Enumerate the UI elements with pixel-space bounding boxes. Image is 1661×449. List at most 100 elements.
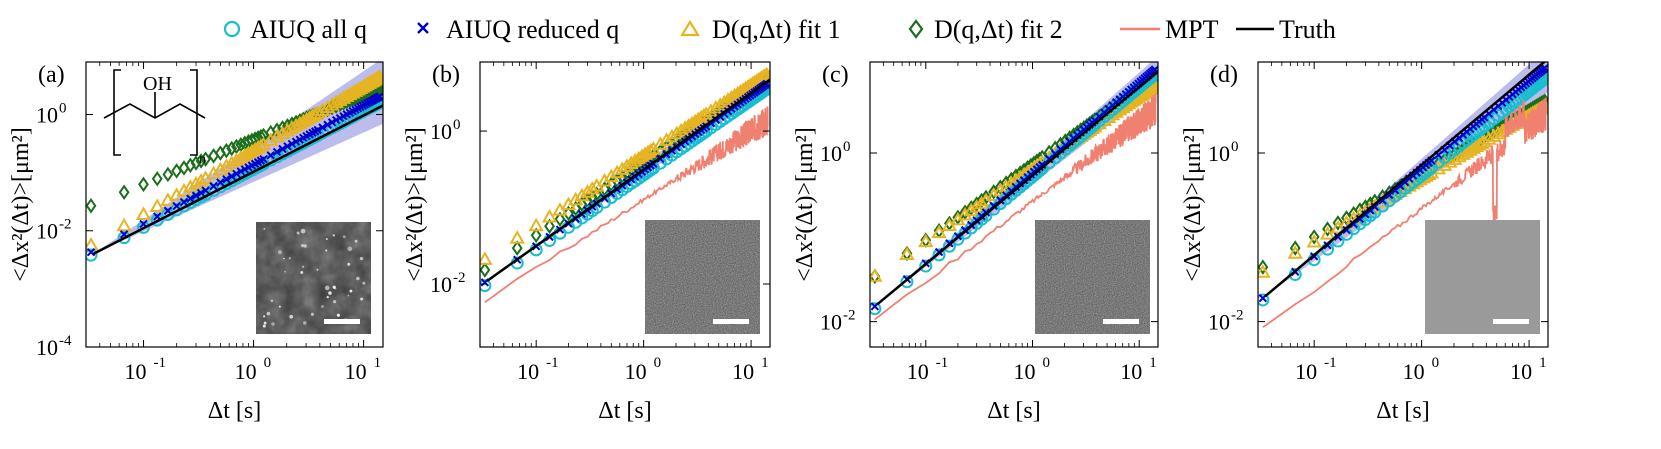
inset-particle xyxy=(362,281,366,285)
inset-particle xyxy=(283,257,285,260)
y-axis-label: <Δx²(Δt)>[μm²] xyxy=(792,127,818,282)
inset-particle xyxy=(347,294,350,297)
fit1-marker xyxy=(250,139,266,154)
inset-particle xyxy=(328,291,332,295)
inset-particle xyxy=(262,324,266,328)
inset-texture xyxy=(1035,220,1150,334)
legend-label-aiuq-reduced: AIUQ reduced q xyxy=(446,15,619,44)
x-tick-label: 10 xyxy=(1295,359,1317,384)
aiuq-reduced-marker xyxy=(222,175,231,184)
truth-line xyxy=(486,78,770,282)
inset-particle xyxy=(289,314,294,319)
x-tick-label: 10 xyxy=(907,359,929,384)
aiuq-reduced-marker xyxy=(1037,160,1047,170)
inset-particle xyxy=(284,270,286,273)
legend-label-truth: Truth xyxy=(1279,15,1336,44)
legend-label-fit1: D(q,Δt) fit 1 xyxy=(712,15,841,44)
fit1-marker xyxy=(957,206,973,221)
y-axis-label: <Δx²(Δt)>[μm²] xyxy=(402,127,428,282)
aiuq-all-marker xyxy=(932,248,946,262)
fit1-marker xyxy=(693,109,709,124)
aiuq-all-marker xyxy=(919,259,933,273)
aiuq-all-marker xyxy=(86,248,98,262)
aiuq-reduced-marker xyxy=(209,181,218,191)
aiuq-reduced-marker xyxy=(232,169,241,179)
fit1-marker xyxy=(528,217,544,232)
fit2-marker xyxy=(151,171,163,187)
inset-particle xyxy=(332,285,336,289)
scale-bar xyxy=(324,319,360,324)
aiuq-all-marker xyxy=(480,279,492,293)
fit2-marker xyxy=(554,211,566,227)
y-tick-label: 10 xyxy=(820,141,842,166)
inset-particle xyxy=(326,295,329,299)
inset-particle xyxy=(349,289,353,293)
fit1-marker xyxy=(567,191,584,206)
y-tick-label: 10 xyxy=(36,219,58,244)
truth-line xyxy=(92,104,383,255)
x-tick-label: 10 xyxy=(1403,359,1425,384)
fit2-marker xyxy=(226,140,238,157)
y-tick-exponent: -2 xyxy=(453,270,466,286)
inset-particle xyxy=(263,315,266,318)
fit1-marker xyxy=(365,73,381,87)
x-tick-exponent: 0 xyxy=(264,355,272,371)
fit2-marker xyxy=(1289,240,1301,256)
fit2-marker xyxy=(980,189,992,206)
fit1-marker xyxy=(509,230,525,244)
fit1-marker xyxy=(963,202,979,217)
aiuq-reduced-marker xyxy=(1540,63,1548,73)
x-tick-exponent: -1 xyxy=(1324,355,1337,371)
inset-particle xyxy=(354,239,358,243)
aiuq-all-marker xyxy=(1258,293,1270,307)
fit1-marker xyxy=(870,268,883,282)
aiuq-reduced-marker xyxy=(375,92,383,101)
inset-image xyxy=(256,222,371,334)
aiuq-reduced-marker xyxy=(287,139,297,149)
plot-area xyxy=(1258,62,1548,329)
y-tick-label: 10 xyxy=(1208,141,1230,166)
fit2-marker xyxy=(200,151,212,167)
inset-particle xyxy=(325,285,330,291)
fit1-marker xyxy=(367,72,383,86)
x-tick-label: 10 xyxy=(517,359,539,384)
inset-texture xyxy=(645,220,760,334)
y-tick-label: 10 xyxy=(1208,310,1230,335)
y-tick-label: 10 xyxy=(36,102,58,127)
fit1-marker xyxy=(603,168,619,183)
aiuq-all-marker xyxy=(170,203,184,217)
right-bracket xyxy=(190,69,198,156)
y-tick-exponent: 0 xyxy=(1231,139,1239,155)
x-tick-exponent: 0 xyxy=(1043,355,1051,371)
fit1-marker xyxy=(193,173,209,187)
y-tick-exponent: 0 xyxy=(453,117,461,133)
fit2-marker xyxy=(138,176,149,193)
aiuq-reduced-marker xyxy=(1370,202,1379,212)
inset-particle xyxy=(296,231,300,235)
x-tick-label: 10 xyxy=(1510,359,1532,384)
aiuq-reduced-marker xyxy=(196,188,206,198)
fit1-marker xyxy=(1430,160,1447,175)
plot-area xyxy=(480,66,770,304)
x-tick-label: 10 xyxy=(235,359,257,384)
fit1-marker xyxy=(176,182,192,197)
panel-label: (d) xyxy=(1210,62,1238,88)
x-tick-exponent: 1 xyxy=(1539,355,1547,371)
inset-image xyxy=(1425,220,1540,334)
fit1-marker xyxy=(643,142,659,157)
fit1-marker xyxy=(931,224,947,239)
inset-particle xyxy=(303,321,307,325)
inset-particle xyxy=(288,257,291,260)
inset-particle xyxy=(325,238,328,241)
aiuq-reduced-marker xyxy=(172,201,181,211)
y-tick-label: 10 xyxy=(820,310,842,335)
inset-particle xyxy=(359,256,364,261)
aiuq-reduced-marker xyxy=(323,120,332,129)
fit1-marker xyxy=(1306,234,1322,248)
plot-area xyxy=(86,62,383,262)
fit1-marker xyxy=(255,136,272,151)
scale-bar xyxy=(1493,319,1529,324)
fit1-marker xyxy=(574,187,590,202)
fit1-marker xyxy=(480,251,493,265)
x-tick-exponent: 0 xyxy=(654,355,662,371)
